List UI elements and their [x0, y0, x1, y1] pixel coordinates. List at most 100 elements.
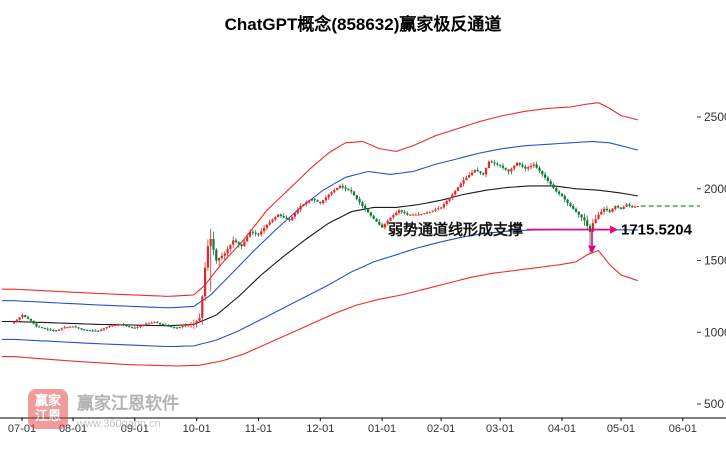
candle-body — [535, 164, 538, 168]
candle-body — [375, 218, 378, 222]
candle-body — [66, 327, 69, 328]
candle-body — [462, 180, 465, 184]
candle-body — [102, 328, 105, 330]
x-tick-label: 12-01 — [306, 423, 334, 435]
candle-body — [133, 327, 136, 329]
candle-body — [263, 228, 266, 232]
candle-body — [468, 175, 471, 178]
candle-body — [198, 317, 201, 321]
candle-body — [142, 324, 145, 326]
candle-body — [248, 231, 252, 237]
candle-body — [465, 177, 468, 181]
candle-body — [111, 325, 114, 327]
candle-body — [611, 208, 614, 212]
x-tick-label: 04-01 — [548, 423, 576, 435]
y-tick-label: 1500 — [704, 254, 726, 268]
candle-body — [322, 200, 325, 204]
candle-body — [636, 206, 639, 207]
down-arrow-icon — [588, 245, 596, 254]
candle-body — [617, 206, 620, 208]
candle-body — [586, 220, 589, 226]
candle-body — [114, 325, 117, 327]
candle-body — [417, 214, 420, 216]
candle-body — [195, 320, 198, 324]
candle-body — [327, 194, 330, 198]
candle-body — [159, 323, 162, 325]
candle-body — [487, 161, 490, 168]
candle-body — [555, 188, 558, 192]
candle-body — [291, 216, 294, 221]
candle-body — [46, 328, 49, 330]
candle-body — [209, 239, 212, 247]
candle-body — [257, 233, 260, 235]
candle-body — [240, 244, 243, 247]
candle-body — [175, 327, 179, 329]
x-tick-label: 06-01 — [669, 423, 697, 435]
candle-body — [77, 327, 80, 329]
candle-body — [476, 170, 479, 172]
candle-body — [212, 239, 215, 250]
y-tick-label: 1000 — [704, 325, 726, 339]
candle-body — [347, 188, 350, 191]
candle-body — [105, 327, 108, 329]
candle-body — [409, 214, 412, 216]
candle-body — [38, 326, 41, 328]
candle-body — [178, 327, 181, 328]
candle-body — [513, 165, 516, 169]
candle-body — [524, 166, 527, 169]
candle-body — [378, 221, 381, 225]
candle-body — [223, 253, 226, 256]
candle-body — [341, 185, 344, 188]
candle-body — [493, 162, 496, 164]
candle-body — [426, 212, 429, 214]
support-annotation: 弱势通道线形成支撑 1715.5204 — [388, 221, 693, 254]
candle-body — [558, 191, 561, 194]
lower-blue-channel-line — [2, 228, 638, 348]
y-axis: 2500 2000 1500 1000 500 — [697, 110, 726, 411]
x-tick-label: 11-01 — [245, 423, 272, 435]
candle-body — [91, 330, 94, 332]
chart-title: ChatGPT概念(858632)赢家极反通道 — [224, 15, 502, 34]
candle-body — [569, 203, 572, 206]
candle-body — [271, 219, 274, 223]
candle-body — [243, 241, 246, 247]
candle-body — [29, 318, 32, 321]
candle-body — [234, 240, 238, 243]
candle-body — [434, 209, 437, 211]
candle-body — [201, 296, 204, 318]
candle-body — [285, 217, 288, 219]
candle-body — [86, 330, 89, 332]
candle-body — [226, 249, 229, 254]
candle-body — [60, 328, 63, 330]
candle-body — [305, 202, 308, 205]
candle-body — [355, 195, 358, 199]
candle-body — [122, 324, 125, 326]
candle-body — [324, 197, 327, 201]
candle-body — [614, 206, 617, 209]
candle-body — [454, 190, 457, 195]
candle-body — [316, 200, 319, 202]
candle-body — [572, 206, 575, 209]
candle-body — [633, 206, 637, 208]
candle-body — [74, 326, 77, 328]
candle-body — [338, 185, 342, 189]
candle-body — [268, 222, 271, 225]
candle-body — [445, 200, 448, 205]
candle-body — [350, 190, 353, 192]
candle-body — [254, 232, 257, 234]
brand-logo-text-top: 赢家 — [34, 393, 61, 409]
candle-body — [352, 191, 356, 196]
candle-body — [189, 324, 193, 326]
candle-body — [451, 194, 454, 198]
candle-body — [336, 188, 339, 191]
candle-body — [279, 214, 282, 216]
watermark: 赢家 江恩 赢家江恩软件 www.360gann.cn — [28, 389, 179, 430]
candle-body — [386, 220, 389, 225]
candle-body — [63, 327, 66, 329]
candle-body — [485, 167, 488, 175]
candle-body — [156, 322, 159, 324]
candle-body — [414, 214, 417, 216]
candle-body — [55, 330, 58, 332]
candle-body — [94, 330, 97, 332]
